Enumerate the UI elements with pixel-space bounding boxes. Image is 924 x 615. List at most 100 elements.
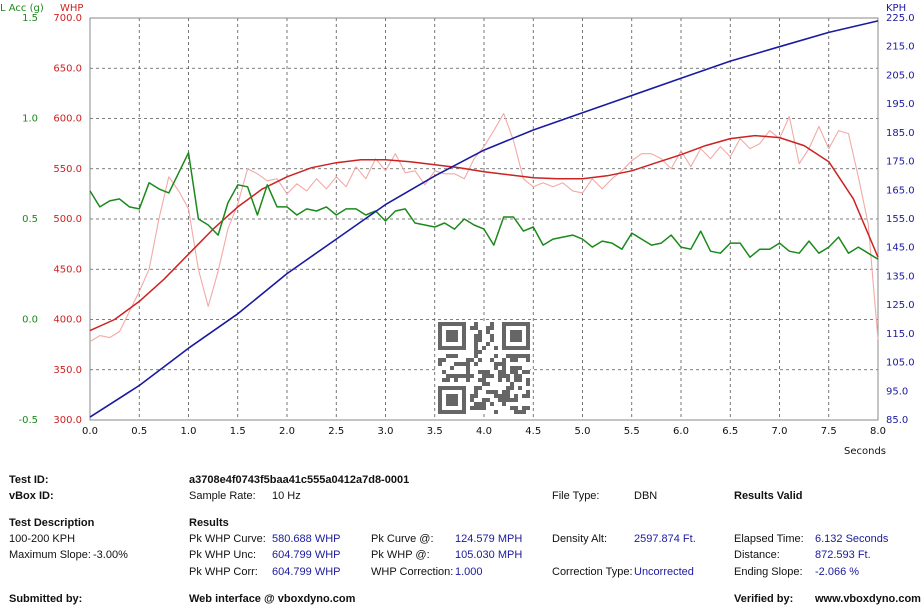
x-tick-label: 3.0 xyxy=(378,426,394,437)
x-tick-label: 4.5 xyxy=(525,426,541,437)
qr-module xyxy=(490,390,494,394)
qr-module xyxy=(482,370,486,374)
series-line-whp-raw xyxy=(89,112,879,343)
qr-module xyxy=(526,406,530,410)
correction-type-label: Correction Type: xyxy=(552,566,633,578)
qr-module xyxy=(498,370,502,374)
test-description-value: 100-200 KPH xyxy=(9,533,76,545)
qr-module xyxy=(478,334,482,338)
kph-tick-label: 155.0 xyxy=(886,214,915,225)
kph-tick-label: 115.0 xyxy=(886,329,915,340)
qr-module xyxy=(514,358,518,362)
vbox-id-label: vBox ID: xyxy=(9,490,54,502)
qr-module xyxy=(502,390,506,394)
qr-module xyxy=(466,374,470,378)
lacc-tick-label: -0.5 xyxy=(18,415,38,426)
qr-finder-center xyxy=(446,394,458,406)
x-tick-label: 2.5 xyxy=(328,426,344,437)
kph-tick-label: 145.0 xyxy=(886,243,915,254)
whp-correction-value: 1.000 xyxy=(455,566,483,578)
qr-module xyxy=(494,410,498,414)
qr-module xyxy=(486,390,490,394)
qr-module xyxy=(446,374,450,378)
qr-module xyxy=(514,366,518,370)
qr-module xyxy=(506,394,510,398)
qr-module xyxy=(450,354,454,358)
qr-module xyxy=(466,370,470,374)
qr-module xyxy=(474,350,478,354)
qr-module xyxy=(490,358,494,362)
qr-module xyxy=(462,374,466,378)
qr-module xyxy=(510,386,514,390)
x-tick-label: 6.0 xyxy=(673,426,689,437)
density-alt-value: 2597.874 Ft. xyxy=(634,533,696,545)
sample-rate-label: Sample Rate: xyxy=(189,490,256,502)
qr-module xyxy=(478,330,482,334)
series-line-whp-curve xyxy=(89,134,879,332)
pk-whp-at-value: 105.030 MPH xyxy=(455,549,523,561)
qr-module xyxy=(470,326,474,330)
qr-module xyxy=(450,374,454,378)
whp-tick-label: 600.0 xyxy=(53,114,82,125)
qr-module xyxy=(438,362,442,366)
qr-module xyxy=(522,406,526,410)
pk-curve-at-value: 124.579 MPH xyxy=(455,533,523,545)
kph-tick-label: 215.0 xyxy=(886,42,915,53)
test-description-label: Test Description xyxy=(9,517,95,529)
x-tick-label: 7.0 xyxy=(772,426,788,437)
verified-by-label: Verified by: xyxy=(734,593,794,605)
x-tick-label: 5.5 xyxy=(624,426,640,437)
whp-tick-label: 450.0 xyxy=(53,264,82,275)
qr-module xyxy=(526,394,530,398)
ending-slope-label: Ending Slope: xyxy=(734,566,803,578)
qr-module xyxy=(470,374,474,378)
pk-whp-unc-label: Pk WHP Unc: xyxy=(189,549,257,561)
lacc-tick-label: 1.0 xyxy=(22,114,38,125)
qr-module xyxy=(470,358,474,362)
qr-module xyxy=(490,374,494,378)
elapsed-time-value: 6.132 Seconds xyxy=(815,533,889,545)
qr-module xyxy=(458,374,462,378)
x-tick-label: 0.5 xyxy=(131,426,147,437)
qr-module xyxy=(518,386,522,390)
x-tick-label: 8.0 xyxy=(870,426,886,437)
lacc-axis-label: L Acc (g) xyxy=(0,3,44,14)
qr-module xyxy=(470,394,474,398)
qr-module xyxy=(474,406,478,410)
qr-module xyxy=(478,370,482,374)
qr-module xyxy=(478,358,482,362)
pk-curve-at-label: Pk Curve @: xyxy=(371,533,434,545)
qr-module xyxy=(514,398,518,402)
qr-module xyxy=(526,354,530,358)
qr-module xyxy=(486,370,490,374)
verified-by-link[interactable]: www.vboxdyno.com xyxy=(815,593,921,605)
sample-rate-value: 10 Hz xyxy=(272,490,301,502)
kph-tick-label: 125.0 xyxy=(886,300,915,311)
qr-module xyxy=(518,374,522,378)
qr-module xyxy=(474,362,478,366)
qr-module xyxy=(506,398,510,402)
results-valid-label: Results Valid xyxy=(734,490,803,502)
kph-tick-label: 205.0 xyxy=(886,70,915,81)
chart-grid xyxy=(90,18,878,420)
web-interface-link[interactable]: Web interface @ vboxdyno.com xyxy=(189,593,356,605)
qr-module xyxy=(526,358,530,362)
x-tick-label: 2.0 xyxy=(279,426,295,437)
series-line-kph xyxy=(89,20,879,418)
max-slope-label: Maximum Slope: xyxy=(9,549,91,561)
qr-module xyxy=(498,374,502,378)
qr-module xyxy=(506,378,510,382)
qr-module xyxy=(466,362,470,366)
pk-whp-unc-value: 604.799 WHP xyxy=(272,549,341,561)
lacc-tick-label: 0.0 xyxy=(22,315,38,326)
qr-module xyxy=(478,338,482,342)
qr-module xyxy=(438,358,442,362)
qr-module xyxy=(478,402,482,406)
qr-module xyxy=(502,366,506,370)
qr-module xyxy=(474,354,478,358)
qr-module xyxy=(490,322,494,326)
qr-module xyxy=(486,342,490,346)
x-tick-label: 1.0 xyxy=(181,426,197,437)
qr-module xyxy=(522,370,526,374)
qr-module xyxy=(478,350,482,354)
